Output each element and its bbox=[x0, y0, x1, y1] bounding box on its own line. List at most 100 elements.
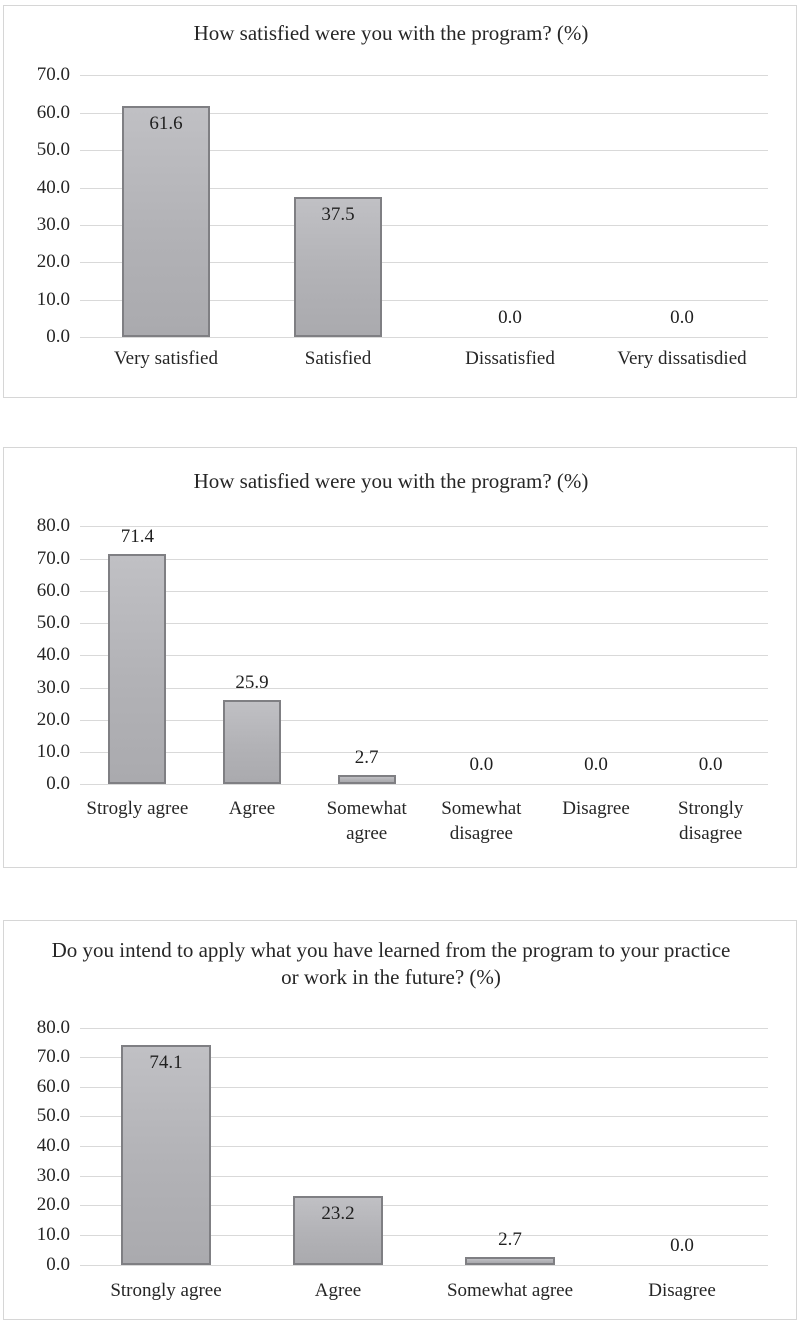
x-category-label: Disagree bbox=[648, 1279, 716, 1301]
bar-value-label: 23.2 bbox=[321, 1202, 355, 1224]
gridline bbox=[80, 1086, 768, 1088]
y-tick-label: 60.0 bbox=[36, 579, 70, 601]
bar-very-satisfied bbox=[122, 106, 210, 338]
chart-satisfaction-6pt: How satisfied were you with the program?… bbox=[3, 447, 797, 868]
bar-value-label: 0.0 bbox=[670, 1234, 694, 1256]
y-tick-label: 40.0 bbox=[36, 644, 70, 666]
x-category-label: Somewhat agree bbox=[326, 798, 407, 844]
plot-area: 71.4 25.9 2.7 0.0 0.0 0.0 bbox=[80, 526, 768, 786]
y-tick-label: 40.0 bbox=[36, 176, 70, 198]
y-tick-label: 10.0 bbox=[36, 741, 70, 763]
y-tick-label: 60.0 bbox=[36, 1075, 70, 1097]
plot-area: 61.6 37.5 0.0 0.0 bbox=[80, 75, 768, 339]
x-category-label: Very satisfied bbox=[114, 348, 218, 370]
gridline bbox=[80, 1116, 768, 1118]
x-axis: Very satisfied Satisfied Dissatisfied Very … bbox=[80, 347, 768, 372]
gridline bbox=[80, 150, 768, 152]
y-tick-label: 30.0 bbox=[36, 1164, 70, 1186]
chart-satisfaction-4pt: How satisfied were you with the program?… bbox=[3, 5, 797, 398]
y-tick-label: 70.0 bbox=[36, 547, 70, 569]
chart-area: 80.0 70.0 60.0 50.0 40.0 30.0 20.0 10.0 0.0 71.4… bbox=[14, 515, 768, 846]
plot-area: 74.1 23.2 2.7 0.0 bbox=[80, 1027, 768, 1266]
bar-somewhat-agree bbox=[337, 775, 396, 785]
x-axis: Strogly agree Agree Somewhat agree Somewhat… bbox=[80, 797, 768, 846]
bar-agree bbox=[293, 1195, 383, 1265]
x-category-label: Dissatisfied bbox=[465, 348, 555, 370]
bar-value-label: 25.9 bbox=[235, 672, 269, 694]
gridline bbox=[80, 112, 768, 114]
gridline bbox=[80, 655, 768, 657]
y-tick-label: 0.0 bbox=[46, 773, 70, 795]
y-tick-label: 20.0 bbox=[36, 251, 70, 273]
x-category-label: Somewhat agree bbox=[446, 1279, 574, 1301]
chart-area: 70.0 60.0 50.0 40.0 30.0 20.0 10.0 0.0 61.6 37.5… bbox=[14, 64, 768, 372]
gridline bbox=[80, 75, 768, 77]
gridline bbox=[80, 1234, 768, 1236]
x-category-label: Disagree bbox=[562, 798, 630, 820]
bar-value-label: 37.5 bbox=[321, 204, 355, 226]
bar-value-label: 0.0 bbox=[584, 754, 608, 776]
x-category-label: Strongly disagree bbox=[677, 798, 744, 844]
y-tick-label: 10.0 bbox=[36, 288, 70, 310]
gridline bbox=[80, 1205, 768, 1207]
chart-intend-to-apply: Do you intend to apply what you have lea… bbox=[3, 920, 797, 1320]
gridline bbox=[80, 687, 768, 689]
x-category-label: Somewhat disagree bbox=[441, 798, 522, 844]
gridline bbox=[80, 623, 768, 625]
y-tick-label: 50.0 bbox=[36, 1105, 70, 1127]
bar-satisfied bbox=[294, 197, 382, 338]
gridline bbox=[80, 1057, 768, 1059]
y-tick-label: 10.0 bbox=[36, 1223, 70, 1245]
gridline bbox=[80, 1175, 768, 1177]
report-page: How satisfied were you with the program?… bbox=[0, 5, 800, 1320]
bar-value-label: 74.1 bbox=[149, 1051, 183, 1073]
y-axis: 70.0 60.0 50.0 40.0 30.0 20.0 10.0 0.0 bbox=[14, 64, 80, 347]
y-axis: 80.0 70.0 60.0 50.0 40.0 30.0 20.0 10.0 0.0 bbox=[14, 515, 80, 794]
chart-title: How satisfied were you with the program?… bbox=[193, 21, 589, 45]
bar-value-label: 0.0 bbox=[670, 307, 694, 329]
bar-strogly-agree bbox=[108, 554, 167, 785]
gridline bbox=[80, 1146, 768, 1148]
bar-value-label: 71.4 bbox=[120, 526, 154, 548]
x-category-label: Strogly agree bbox=[86, 798, 189, 820]
y-tick-label: 20.0 bbox=[36, 708, 70, 730]
gridline bbox=[80, 262, 768, 264]
y-tick-label: 70.0 bbox=[36, 1046, 70, 1068]
gridline bbox=[80, 526, 768, 528]
y-tick-label: 30.0 bbox=[36, 676, 70, 698]
bar-value-label: 2.7 bbox=[498, 1228, 522, 1250]
bar-value-label: 61.6 bbox=[149, 113, 183, 135]
x-category-label: Agree bbox=[314, 1279, 362, 1301]
y-tick-label: 40.0 bbox=[36, 1135, 70, 1157]
gridline bbox=[80, 558, 768, 560]
gridline bbox=[80, 719, 768, 721]
y-tick-label: 30.0 bbox=[36, 214, 70, 235]
bar-value-label: 2.7 bbox=[354, 747, 379, 769]
bar-value-label: 0.0 bbox=[498, 307, 522, 329]
x-category-label: Very dissatisdied bbox=[617, 348, 747, 370]
gridline bbox=[80, 590, 768, 592]
x-category-label: Strongly agree bbox=[110, 1279, 222, 1301]
gridline bbox=[80, 187, 768, 189]
y-tick-label: 60.0 bbox=[36, 101, 70, 123]
gridline bbox=[80, 299, 768, 301]
x-category-label: Agree bbox=[228, 798, 276, 820]
gridline bbox=[80, 337, 768, 339]
gridline bbox=[80, 784, 768, 786]
y-tick-label: 20.0 bbox=[36, 1194, 70, 1216]
y-tick-label: 0.0 bbox=[46, 326, 70, 348]
chart-area: 80.0 70.0 60.0 50.0 40.0 30.0 20.0 10.0 0.0 74.1… bbox=[14, 1017, 768, 1304]
y-tick-label: 0.0 bbox=[46, 1253, 70, 1275]
bar-strongly-agree bbox=[121, 1044, 211, 1265]
y-tick-label: 80.0 bbox=[36, 515, 70, 537]
bar-somewhat-agree bbox=[465, 1256, 555, 1265]
y-tick-label: 70.0 bbox=[36, 64, 70, 86]
chart-title: Do you intend to apply what you have lea… bbox=[51, 938, 731, 990]
bar-value-label: 0.0 bbox=[469, 754, 494, 776]
gridline bbox=[80, 225, 768, 226]
gridline bbox=[80, 1264, 768, 1266]
gridline bbox=[80, 752, 768, 754]
y-tick-label: 80.0 bbox=[36, 1016, 70, 1038]
gridline bbox=[80, 1027, 768, 1029]
y-tick-label: 50.0 bbox=[36, 139, 70, 161]
